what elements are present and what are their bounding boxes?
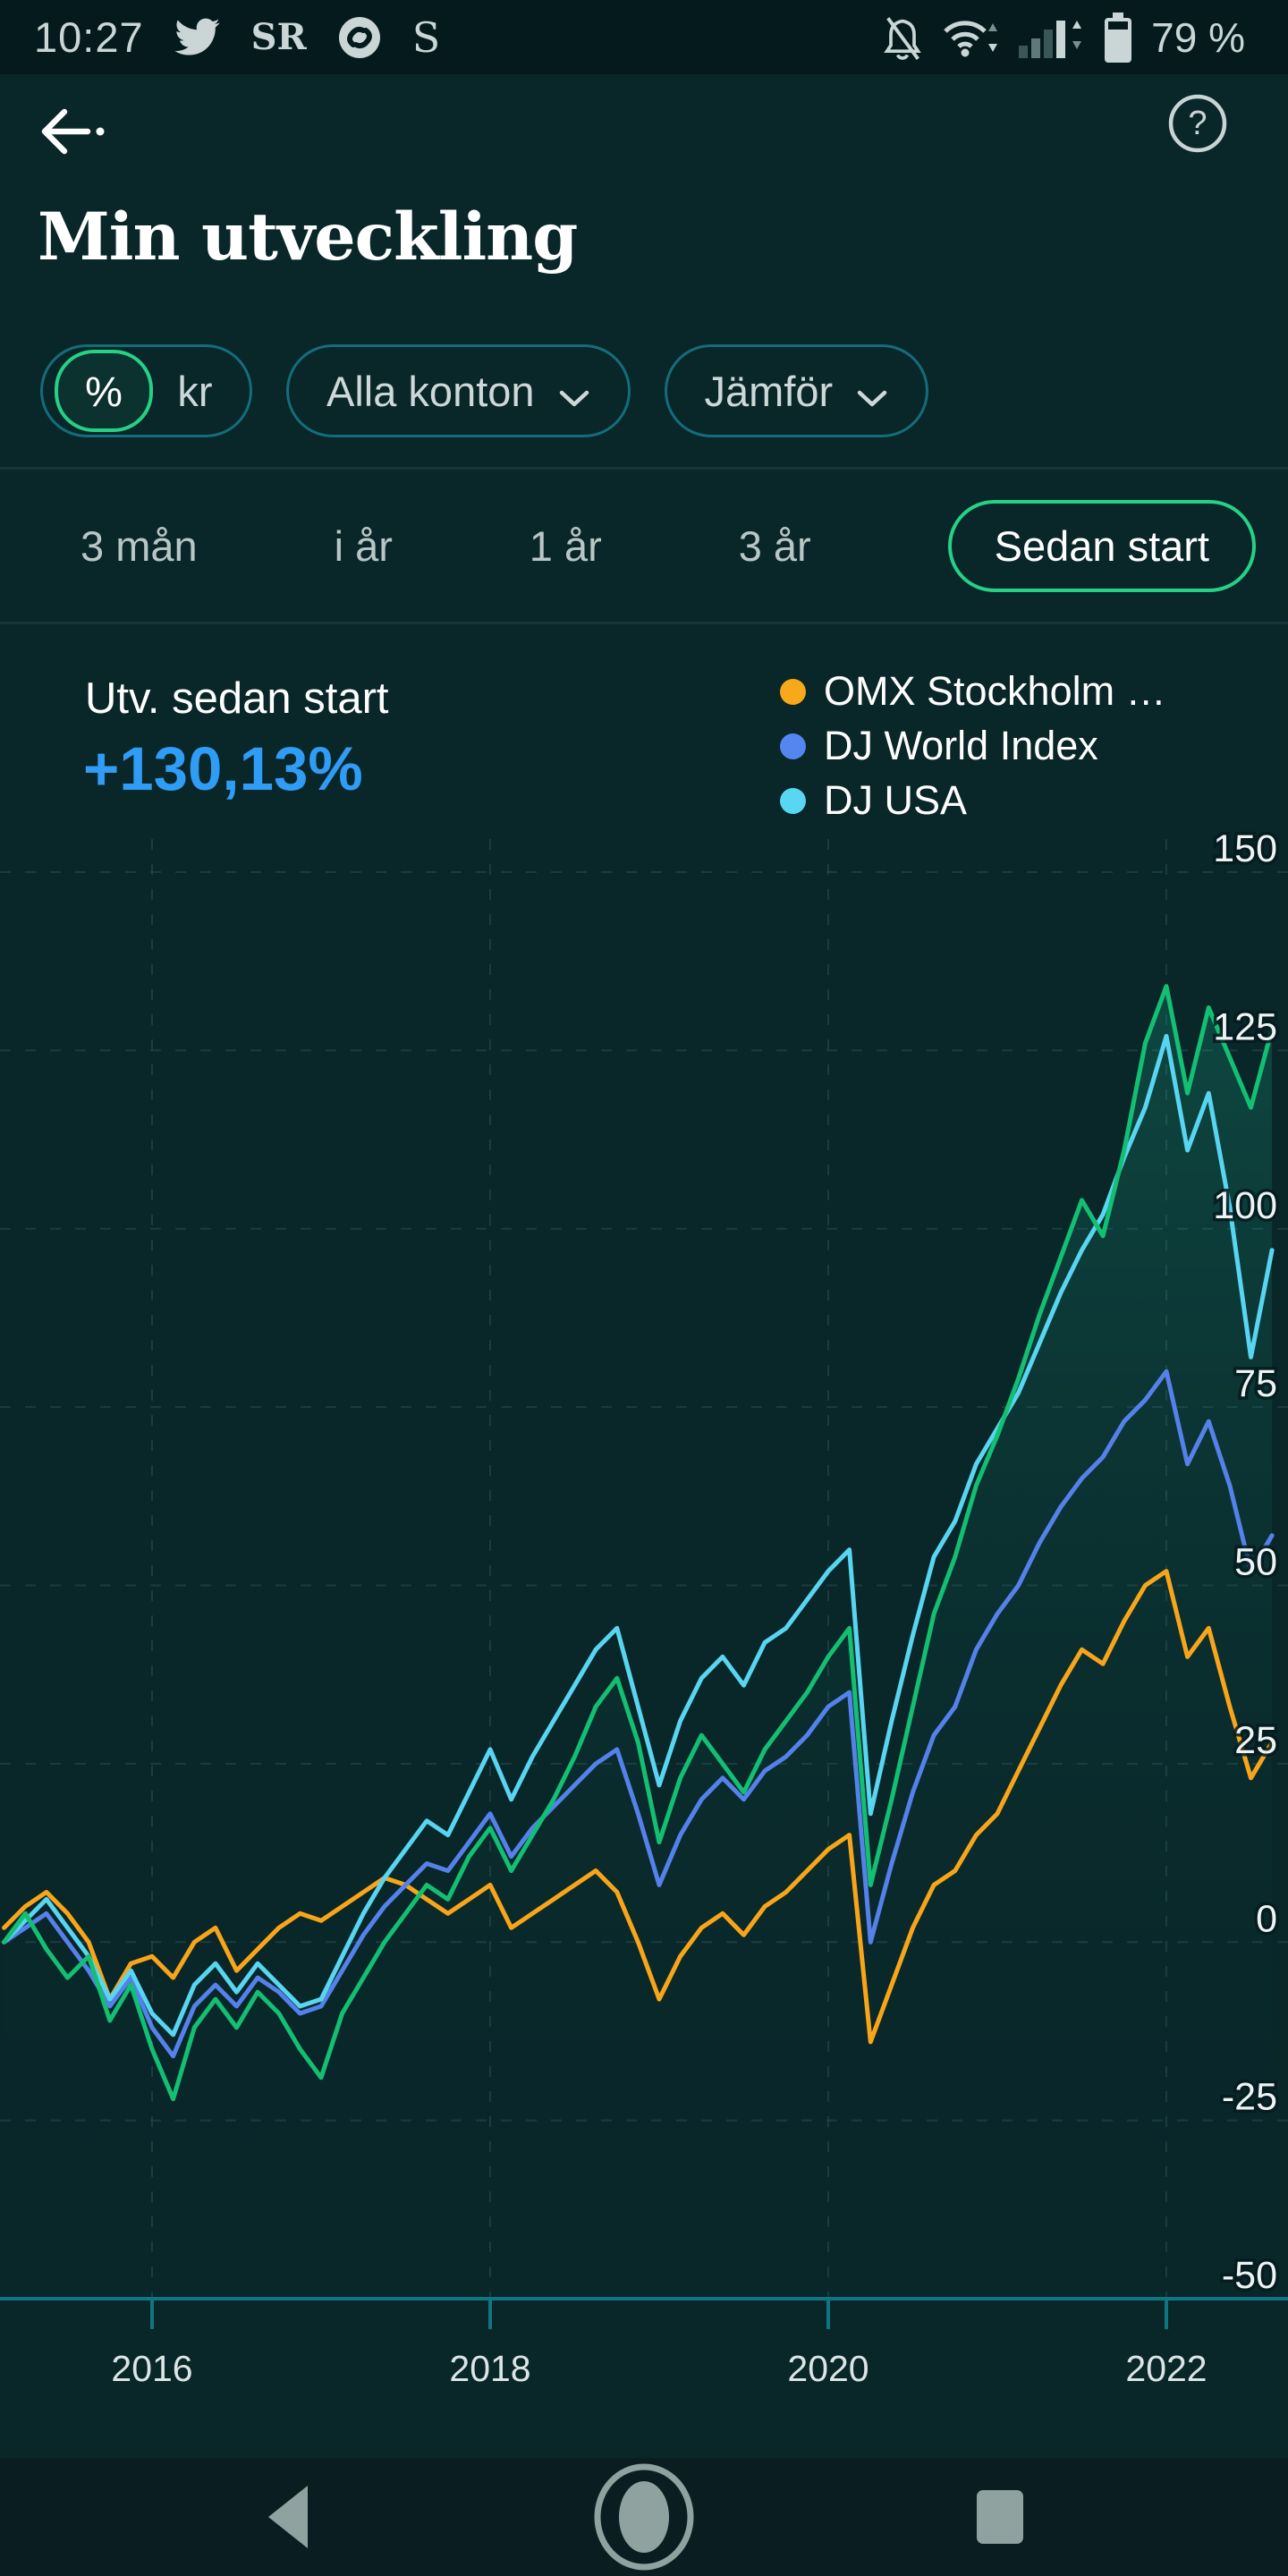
wifi-icon xyxy=(944,18,999,57)
back-nav-icon xyxy=(268,2486,308,2548)
svg-text:2018: 2018 xyxy=(449,2348,530,2389)
compare-dropdown[interactable]: Jämför xyxy=(664,344,929,437)
app-bar: ? xyxy=(0,74,1288,191)
svg-text:125: 125 xyxy=(1213,1005,1277,1048)
recents-nav-icon xyxy=(977,2490,1023,2544)
help-button[interactable]: ? xyxy=(1166,92,1229,155)
back-nav-button[interactable] xyxy=(263,2458,309,2576)
shazam-icon xyxy=(337,15,382,60)
tab-iar[interactable]: i år xyxy=(334,521,393,570)
svg-text:0: 0 xyxy=(1256,1897,1277,1940)
legend-item-dj-world[interactable]: DJ World Index xyxy=(780,723,1166,769)
accounts-dropdown-label: Alla konton xyxy=(326,367,535,415)
chevron-down-icon xyxy=(856,369,888,419)
divider xyxy=(0,622,1288,624)
legend-item-dj-usa[interactable]: DJ USA xyxy=(780,777,1166,824)
signal-icon xyxy=(1019,17,1085,58)
svg-text:75: 75 xyxy=(1234,1362,1277,1405)
bell-off-icon xyxy=(881,14,924,61)
legend-item-omx[interactable]: OMX Stockholm … xyxy=(780,668,1166,715)
summary-label: Utv. sedan start xyxy=(85,674,389,723)
tab-3ar[interactable]: 3 år xyxy=(738,521,811,570)
svg-text:50: 50 xyxy=(1234,1541,1277,1584)
home-nav-button[interactable] xyxy=(589,2458,699,2576)
currency-option[interactable]: kr xyxy=(177,367,213,415)
svg-text:150: 150 xyxy=(1213,827,1277,870)
chart-legend: OMX Stockholm … DJ World Index DJ USA xyxy=(780,668,1166,824)
svg-text:2022: 2022 xyxy=(1125,2348,1207,2389)
question-mark: ? xyxy=(1188,105,1207,142)
sj-icon: S xyxy=(411,13,441,62)
svg-text:2016: 2016 xyxy=(111,2348,192,2389)
home-nav-icon xyxy=(594,2463,694,2571)
android-nav-bar xyxy=(0,2458,1288,2576)
tab-1ar[interactable]: 1 år xyxy=(529,521,602,570)
accounts-dropdown[interactable]: Alla konton xyxy=(286,344,631,437)
svg-text:2020: 2020 xyxy=(787,2348,869,2389)
battery-icon xyxy=(1105,12,1132,63)
dj-world-dot-icon xyxy=(780,733,806,759)
tab-sedan-start[interactable]: Sedan start xyxy=(947,499,1256,592)
twitter-icon xyxy=(174,17,221,58)
info-row: Utv. sedan start +130,13% OMX Stockholm … xyxy=(0,622,1288,841)
recents-nav-button[interactable] xyxy=(977,2458,1023,2576)
svg-text:25: 25 xyxy=(1234,1719,1277,1762)
battery-percent: 79 % xyxy=(1151,13,1245,61)
tab-3man[interactable]: 3 mån xyxy=(80,521,198,570)
unit-toggle[interactable]: % kr xyxy=(40,344,252,437)
omx-dot-icon xyxy=(780,678,806,705)
page-title: Min utveckling xyxy=(38,199,578,275)
period-tabs: 3 mån i år 1 år 3 år Sedan start xyxy=(0,487,1288,604)
controls-row: % kr Alla konton Jämför xyxy=(40,344,929,437)
status-bar: 10:27 SR S 79 % xyxy=(0,0,1288,74)
divider xyxy=(0,467,1288,470)
back-button[interactable] xyxy=(32,99,113,164)
sr-icon: SR xyxy=(250,16,307,58)
dj-usa-dot-icon xyxy=(780,787,806,814)
compare-dropdown-label: Jämför xyxy=(704,367,834,415)
chevron-down-icon xyxy=(558,369,590,419)
percent-option[interactable]: % xyxy=(55,350,153,432)
summary-value: +130,13% xyxy=(83,734,363,803)
svg-text:-50: -50 xyxy=(1222,2254,1277,2297)
clock: 10:27 xyxy=(34,13,144,61)
svg-text:100: 100 xyxy=(1213,1184,1277,1227)
svg-text:-25: -25 xyxy=(1222,2076,1277,2119)
